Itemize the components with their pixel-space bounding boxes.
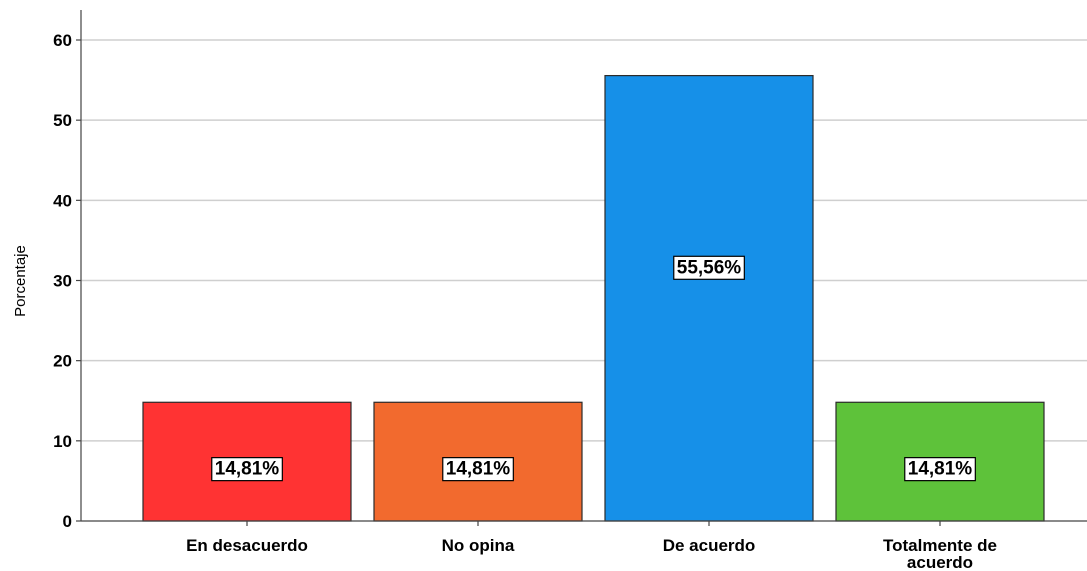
y-tick-label: 30 <box>53 272 72 291</box>
y-tick-label: 50 <box>53 111 72 130</box>
y-axis-title: Porcentaje <box>12 245 29 317</box>
y-tick-label: 40 <box>53 191 72 210</box>
data-label: 14,81% <box>908 459 973 480</box>
data-label-box <box>442 457 514 482</box>
data-label-group: 55,56% <box>673 255 745 280</box>
data-label-group: 14,81% <box>442 457 514 482</box>
bars <box>142 74 1045 522</box>
x-tick-label: En desacuerdo <box>186 536 308 555</box>
bar-3 <box>604 74 814 522</box>
axes: 0 10 20 30 40 50 60 En desacuerdo No opina De acu… <box>53 10 1087 571</box>
data-label-box <box>904 457 976 482</box>
data-label-group: 14,81% <box>904 457 976 482</box>
y-tick-label: 60 <box>53 31 72 50</box>
data-label: 14,81% <box>215 459 280 480</box>
x-tick-label: Totalmente de acuerdo <box>883 536 997 571</box>
data-label: 14,81% <box>446 459 511 480</box>
x-tick-label: No opina <box>442 536 515 555</box>
x-tick-label: De acuerdo <box>663 536 756 555</box>
data-label-group: 14,81% <box>211 457 283 482</box>
gridlines <box>81 39 1087 442</box>
data-label: 55,56% <box>677 257 742 278</box>
data-labels: 14,81% 14,81% 55,56% 14,81% <box>211 255 976 482</box>
y-tick-label: 10 <box>53 432 72 451</box>
data-label-box <box>211 457 283 482</box>
y-tick-label: 0 <box>63 512 72 531</box>
data-label-box <box>673 255 745 280</box>
y-tick-label: 20 <box>53 352 72 371</box>
